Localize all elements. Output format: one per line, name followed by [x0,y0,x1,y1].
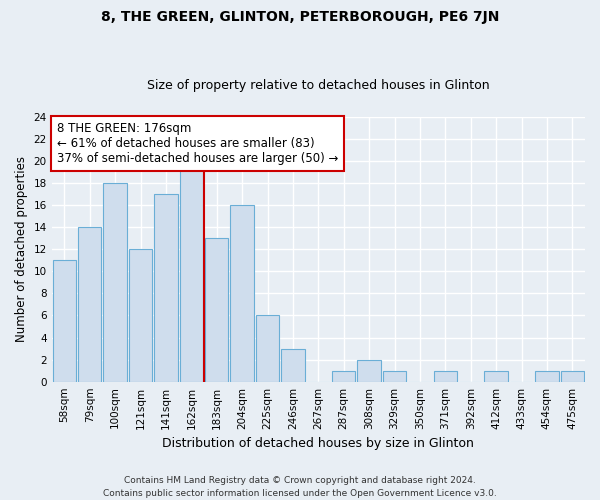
Bar [383,370,406,382]
Bar [484,370,508,382]
Bar [535,370,559,382]
Bar [129,249,152,382]
Bar [103,183,127,382]
Text: 8, THE GREEN, GLINTON, PETERBOROUGH, PE6 7JN: 8, THE GREEN, GLINTON, PETERBOROUGH, PE6… [101,10,499,24]
Bar [332,370,355,382]
Bar [154,194,178,382]
Bar [358,360,381,382]
X-axis label: Distribution of detached houses by size in Glinton: Distribution of detached houses by size … [163,437,474,450]
Text: Contains HM Land Registry data © Crown copyright and database right 2024.
Contai: Contains HM Land Registry data © Crown c… [103,476,497,498]
Bar [53,260,76,382]
Bar [256,316,279,382]
Y-axis label: Number of detached properties: Number of detached properties [15,156,28,342]
Bar [179,161,203,382]
Title: Size of property relative to detached houses in Glinton: Size of property relative to detached ho… [147,79,490,92]
Bar [281,348,305,382]
Bar [434,370,457,382]
Bar [205,238,229,382]
Bar [560,370,584,382]
Bar [230,205,254,382]
Bar [78,227,101,382]
Text: 8 THE GREEN: 176sqm
← 61% of detached houses are smaller (83)
37% of semi-detach: 8 THE GREEN: 176sqm ← 61% of detached ho… [57,122,338,165]
